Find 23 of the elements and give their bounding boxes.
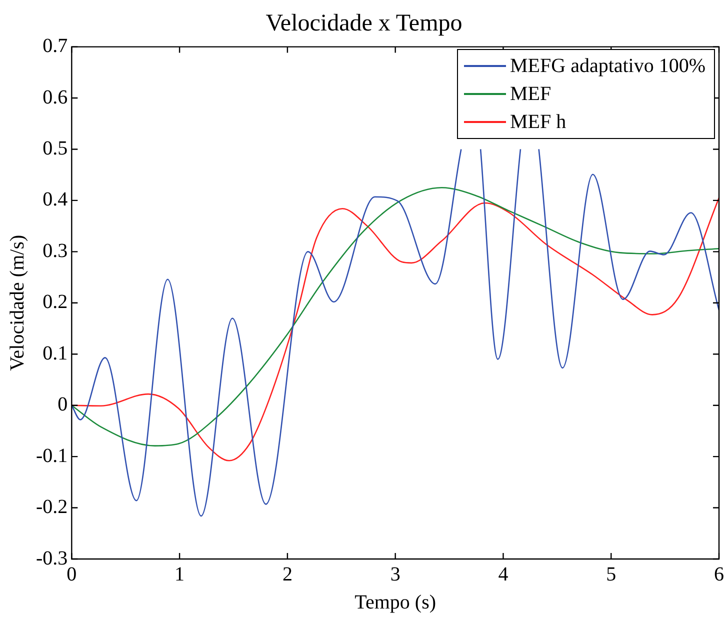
- y-tick-label: -0.3: [36, 547, 68, 570]
- y-tick-label: 0.5: [42, 137, 68, 160]
- y-tick-label: 0.7: [42, 35, 68, 58]
- chart-title: Velocidade x Tempo: [266, 10, 462, 37]
- x-tick-label: 3: [390, 563, 400, 586]
- x-tick-label: 5: [606, 563, 616, 586]
- y-axis-title: Velocidade (m/s): [6, 234, 28, 371]
- y-tick-label: 0.3: [42, 240, 68, 262]
- y-tick-label: 0: [58, 394, 68, 416]
- y-tick-label: 0.4: [42, 188, 68, 211]
- x-tick-label: 1: [174, 563, 185, 586]
- y-tick-label: -0.2: [36, 496, 68, 518]
- legend-label: MEF h: [510, 110, 566, 135]
- legend-label: MEF: [510, 82, 552, 107]
- y-tick-label: -0.1: [36, 444, 68, 467]
- x-axis-title: Tempo (s): [354, 591, 436, 614]
- x-tick-label: 6: [714, 563, 724, 586]
- x-tick-label: 2: [282, 563, 292, 586]
- y-tick-label: 0.6: [42, 86, 68, 108]
- y-tick-label: 0.2: [42, 291, 68, 314]
- legend-label: MEFG adaptativo 100%: [510, 54, 706, 79]
- y-tick-label: 0.1: [42, 342, 68, 364]
- x-tick-label: 4: [498, 563, 508, 586]
